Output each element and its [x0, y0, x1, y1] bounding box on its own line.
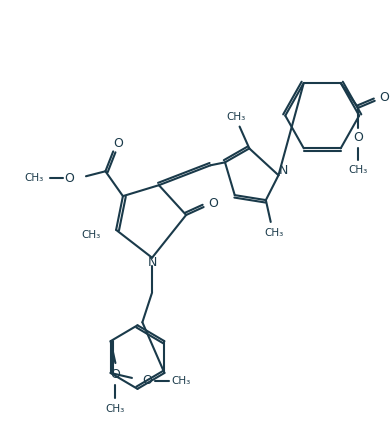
Text: O: O	[143, 374, 152, 387]
Text: O: O	[110, 369, 121, 381]
Text: O: O	[353, 131, 363, 144]
Text: O: O	[113, 137, 123, 150]
Text: O: O	[208, 196, 218, 210]
Text: N: N	[147, 256, 157, 269]
Text: CH₃: CH₃	[349, 165, 368, 175]
Text: CH₃: CH₃	[171, 376, 190, 386]
Text: O: O	[64, 172, 74, 185]
Text: CH₃: CH₃	[106, 404, 125, 414]
Text: N: N	[279, 164, 288, 177]
Text: CH₃: CH₃	[226, 112, 245, 122]
Text: CH₃: CH₃	[81, 230, 101, 240]
Text: O: O	[379, 91, 389, 104]
Text: CH₃: CH₃	[264, 228, 283, 238]
Text: CH₃: CH₃	[24, 173, 43, 183]
